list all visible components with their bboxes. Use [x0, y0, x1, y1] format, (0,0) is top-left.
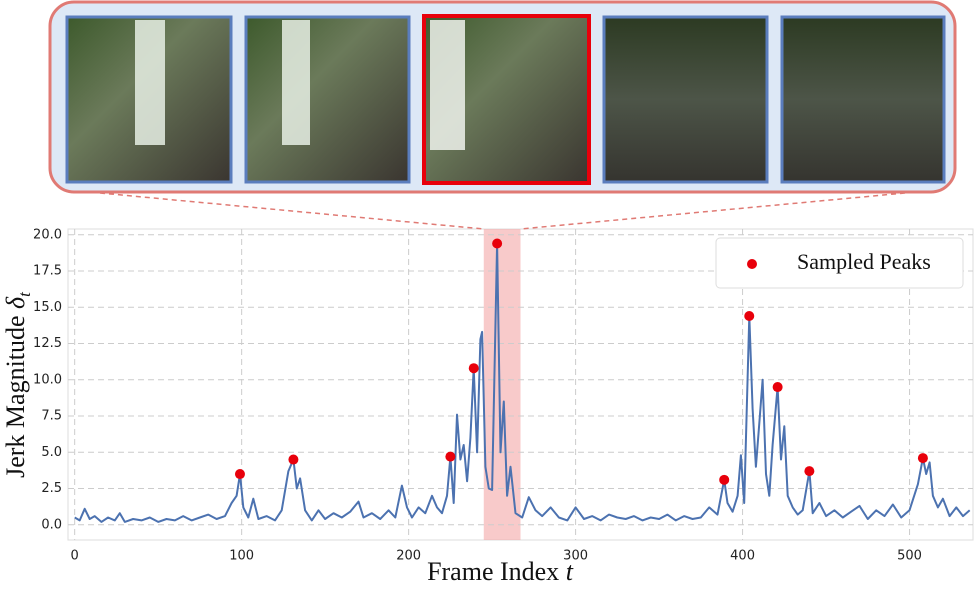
- peak-point: [917, 453, 928, 464]
- legend-box: [715, 237, 964, 289]
- legend-marker: [747, 259, 757, 269]
- connector: [520, 192, 906, 230]
- y-tick-label: 0.0: [41, 517, 62, 532]
- frame-detail: [135, 20, 165, 145]
- x-tick-label: 200: [396, 549, 421, 564]
- y-tick-label: 17.5: [33, 264, 62, 279]
- frame-detail: [282, 20, 310, 145]
- video-frame: [602, 15, 769, 184]
- video-frame: [244, 15, 411, 184]
- legend-label: Sampled Peaks: [797, 249, 931, 274]
- peak-point: [719, 474, 730, 485]
- peak-point: [288, 454, 299, 465]
- y-tick-label: 2.5: [41, 481, 62, 496]
- peak-point: [468, 363, 479, 374]
- video-frame: [780, 15, 946, 184]
- legend: Sampled Peaks: [715, 237, 964, 289]
- x-axis-label: Frame Index t: [427, 557, 574, 586]
- y-axis-label: Jerk Magnitude δt: [1, 291, 34, 478]
- y-axis-label-text: Jerk Magnitude: [1, 315, 30, 477]
- x-axis-label-text: Frame Index: [427, 557, 559, 586]
- peak-point: [804, 466, 815, 477]
- y-axis-label-symbol: δ: [1, 296, 30, 309]
- y-tick-label: 15.0: [33, 300, 62, 315]
- y-tick-label: 20.0: [33, 227, 62, 242]
- y-axis-label-subscript: t: [15, 291, 34, 297]
- frame-detail: [430, 20, 465, 150]
- y-tick-label: 10.0: [33, 372, 62, 387]
- peak-point: [445, 451, 456, 462]
- y-tick-label: 12.5: [33, 336, 62, 351]
- x-tick-label: 500: [897, 549, 922, 564]
- plot-layer: [68, 229, 973, 540]
- y-tick-label: 7.5: [41, 409, 62, 424]
- highlight-band: [483, 229, 521, 540]
- peak-point: [492, 238, 503, 249]
- peak-point: [234, 469, 245, 480]
- y-tick-label: 5.0: [41, 445, 62, 460]
- x-axis-label-symbol: t: [566, 557, 574, 586]
- peak-point: [744, 310, 755, 321]
- frame-strip: [48, 0, 957, 194]
- x-tick-label: 400: [730, 549, 755, 564]
- x-tick-label: 300: [563, 549, 588, 564]
- connector: [99, 192, 484, 230]
- data-line: [74, 242, 971, 523]
- peak-point: [772, 382, 783, 393]
- x-tick-label: 100: [229, 549, 254, 564]
- x-tick-label: 0: [71, 549, 79, 564]
